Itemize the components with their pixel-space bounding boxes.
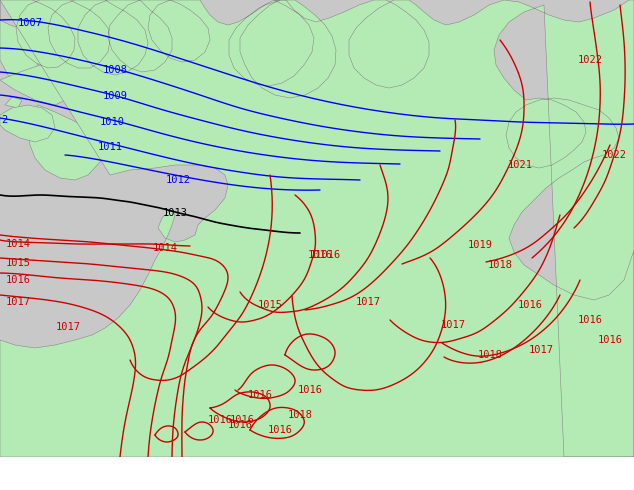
Text: 1016: 1016 bbox=[247, 390, 273, 400]
Text: 1017: 1017 bbox=[529, 345, 553, 355]
Text: 1008: 1008 bbox=[103, 65, 127, 75]
Text: 1018: 1018 bbox=[488, 260, 512, 270]
Polygon shape bbox=[0, 62, 85, 105]
Text: 1016: 1016 bbox=[597, 335, 623, 345]
Text: 1018: 1018 bbox=[287, 410, 313, 420]
Text: 1013: 1013 bbox=[162, 208, 188, 218]
Text: 1017: 1017 bbox=[441, 320, 465, 330]
Text: 1016: 1016 bbox=[307, 250, 332, 260]
Text: 1007: 1007 bbox=[18, 18, 42, 28]
Text: 1016: 1016 bbox=[207, 415, 233, 425]
Text: 1015: 1015 bbox=[6, 258, 30, 268]
Text: 2: 2 bbox=[1, 115, 7, 125]
Text: 1022: 1022 bbox=[602, 150, 626, 160]
Text: 11016: 11016 bbox=[309, 250, 340, 260]
Text: Surface pressure [hPa] ECMWF: Surface pressure [hPa] ECMWF bbox=[5, 463, 229, 476]
Text: 1016: 1016 bbox=[578, 315, 602, 325]
Text: 1016: 1016 bbox=[517, 300, 543, 310]
Text: 1016: 1016 bbox=[228, 420, 252, 430]
Text: 1022: 1022 bbox=[578, 55, 602, 65]
Text: ©weatheronline.co.uk: ©weatheronline.co.uk bbox=[505, 478, 630, 489]
Polygon shape bbox=[0, 0, 42, 80]
Text: 1014: 1014 bbox=[6, 239, 30, 249]
Text: 1016: 1016 bbox=[268, 425, 292, 435]
Text: 1009: 1009 bbox=[103, 91, 127, 101]
Text: 1018: 1018 bbox=[477, 350, 503, 360]
Text: 1017: 1017 bbox=[6, 297, 30, 307]
Text: 1021: 1021 bbox=[507, 160, 533, 170]
Text: 1016: 1016 bbox=[6, 275, 30, 285]
Text: 1014: 1014 bbox=[153, 243, 178, 253]
Text: 1019: 1019 bbox=[467, 240, 493, 250]
Text: 1016: 1016 bbox=[230, 415, 254, 425]
Polygon shape bbox=[0, 0, 634, 457]
Text: 1015: 1015 bbox=[257, 300, 283, 310]
Polygon shape bbox=[0, 105, 55, 142]
Polygon shape bbox=[28, 105, 105, 180]
Text: 1016: 1016 bbox=[297, 385, 323, 395]
Text: 1017: 1017 bbox=[356, 297, 380, 307]
Text: 1012: 1012 bbox=[165, 175, 190, 185]
Polygon shape bbox=[5, 97, 22, 108]
Text: We 12-06-2024 12:00 UTC (12+240): We 12-06-2024 12:00 UTC (12+240) bbox=[374, 463, 630, 476]
Text: 1011: 1011 bbox=[98, 142, 122, 152]
Text: 1010: 1010 bbox=[100, 117, 124, 127]
Polygon shape bbox=[22, 109, 35, 118]
Text: 1017: 1017 bbox=[56, 322, 81, 332]
